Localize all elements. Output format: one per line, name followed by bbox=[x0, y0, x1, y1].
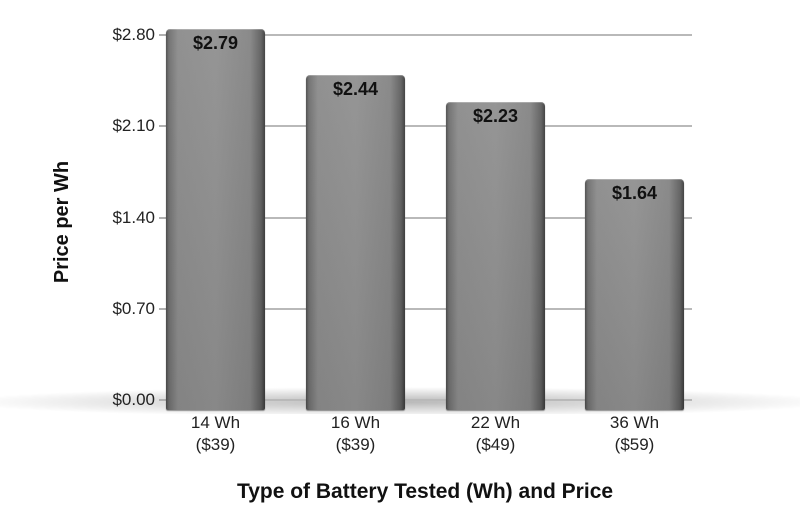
gridline bbox=[165, 307, 692, 310]
gridline bbox=[165, 216, 692, 219]
y-tick-label: $1.40 bbox=[112, 207, 155, 227]
x-category-price: ($59) bbox=[614, 435, 655, 454]
x-category-capacity: 16 Wh bbox=[330, 413, 381, 432]
x-category-label: 16 Wh ($39) bbox=[296, 412, 416, 456]
y-tick-mark bbox=[159, 399, 167, 401]
bar: $2.79 bbox=[166, 29, 265, 410]
y-tick-label: $0.70 bbox=[112, 298, 155, 318]
bar-value-label: $2.79 bbox=[192, 33, 239, 54]
gridline bbox=[165, 125, 692, 128]
x-category-capacity: 14 Wh bbox=[190, 413, 241, 432]
bar: $2.44 bbox=[306, 74, 405, 411]
bar: $1.64 bbox=[585, 179, 684, 410]
gridline bbox=[165, 34, 692, 36]
y-tick-label: $0.00 bbox=[112, 390, 155, 409]
x-category-price: ($39) bbox=[335, 435, 376, 454]
y-axis-title: Price per Wh bbox=[51, 160, 73, 284]
x-category-label: 36 Wh ($59) bbox=[575, 412, 695, 456]
y-tick-mark bbox=[159, 307, 167, 310]
x-category-label: 14 Wh ($39) bbox=[156, 412, 276, 456]
x-category-label: 22 Wh ($49) bbox=[436, 412, 556, 456]
x-category-price: ($49) bbox=[475, 435, 516, 454]
x-axis-title: Type of Battery Tested (Wh) and Price bbox=[236, 480, 614, 503]
bar-value-label: $2.23 bbox=[472, 106, 519, 127]
y-tick-mark bbox=[159, 216, 167, 219]
y-tick-mark bbox=[159, 125, 167, 128]
x-category-price: ($39) bbox=[195, 435, 236, 454]
y-tick-label: $2.10 bbox=[112, 116, 155, 136]
bar-value-label: $2.44 bbox=[332, 78, 379, 99]
x-category-capacity: 22 Wh bbox=[470, 413, 521, 432]
y-tick-label: $2.80 bbox=[112, 25, 155, 44]
y-tick-mark bbox=[159, 34, 167, 36]
gridline bbox=[165, 399, 692, 401]
bar: $2.23 bbox=[446, 102, 545, 410]
x-category-capacity: 36 Wh bbox=[609, 413, 660, 432]
bar-value-label: $1.64 bbox=[611, 183, 658, 204]
